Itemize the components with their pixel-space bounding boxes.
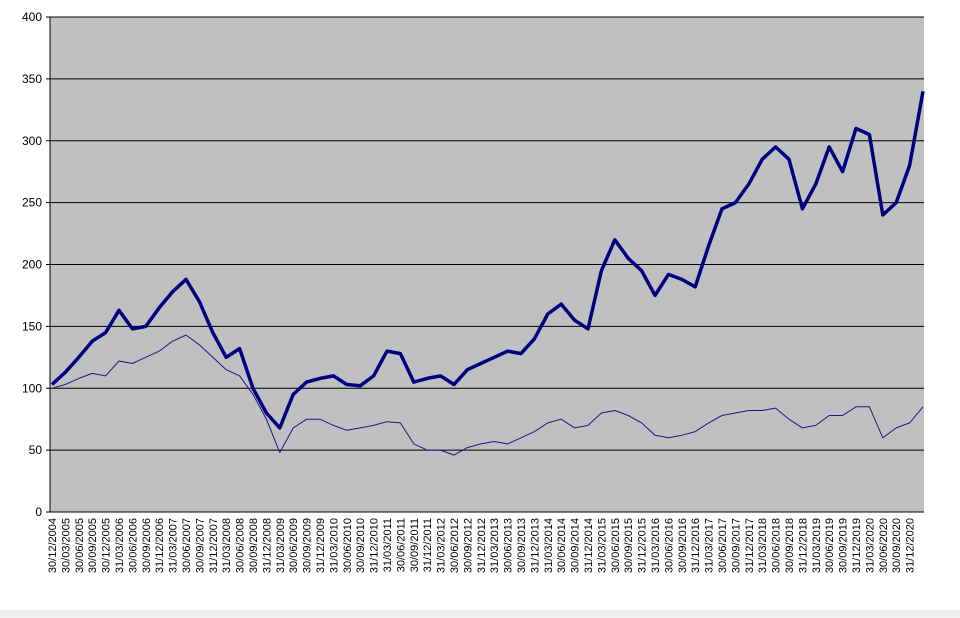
x-tick-label: 31/12/2006 xyxy=(154,518,166,573)
y-tick-label: 400 xyxy=(22,10,42,24)
x-tick-label: 31/03/2010 xyxy=(328,518,340,573)
x-tick-label: 30/06/2006 xyxy=(127,518,139,573)
y-tick-label: 100 xyxy=(22,381,42,395)
x-tick-label: 30/09/2008 xyxy=(248,518,260,573)
y-tick-label: 200 xyxy=(22,258,42,272)
x-tick-label: 30/09/2014 xyxy=(570,518,582,573)
x-tick-label: 30/06/2009 xyxy=(288,518,300,573)
line-series xyxy=(51,334,924,456)
x-tick-label: 31/12/2018 xyxy=(797,518,809,573)
x-tick-label: 30/12/2004 xyxy=(47,518,59,573)
x-tick-label: 30/12/2005 xyxy=(101,518,113,573)
x-tick-label: 30/06/2020 xyxy=(878,518,890,573)
x-tick-label: 31/12/2015 xyxy=(637,518,649,573)
x-tick-label: 31/12/2011 xyxy=(422,518,434,572)
x-tick-label: 31/03/2013 xyxy=(489,518,501,573)
x-tick-label: 30/09/2017 xyxy=(730,518,742,573)
x-tick-label: 30/06/2007 xyxy=(181,518,193,573)
x-tick-label: 30/09/2005 xyxy=(87,518,99,573)
x-tick-label: 30/09/2006 xyxy=(141,518,153,573)
x-tick-label: 30/06/2019 xyxy=(824,518,836,573)
x-tick-label: 30/09/2016 xyxy=(677,518,689,573)
x-tick-label: 30/06/2012 xyxy=(449,518,461,573)
x-tick-label: 30/09/2009 xyxy=(302,518,314,573)
x-tick-label: 30/09/2013 xyxy=(516,518,528,573)
x-tick-label: 30/06/2015 xyxy=(610,518,622,573)
line-series xyxy=(50,90,925,430)
x-tick-label: 31/12/2008 xyxy=(261,518,273,573)
y-tick-label: 350 xyxy=(22,72,42,86)
x-tick-label: 31/12/2014 xyxy=(583,518,595,573)
x-tick-label: 31/12/2019 xyxy=(851,518,863,573)
bottom-strip xyxy=(0,610,960,618)
x-tick-label: 31/12/2020 xyxy=(905,518,917,573)
x-tick-label: 30/09/2018 xyxy=(784,518,796,573)
x-tick-label: 30/09/2012 xyxy=(462,518,474,573)
x-tick-label: 31/03/2019 xyxy=(811,518,823,573)
x-tick-label: 31/03/2006 xyxy=(114,518,126,573)
x-tick-label: 31/12/2010 xyxy=(369,518,381,573)
x-tick-label: 31/12/2013 xyxy=(529,518,541,573)
x-tick-label: 30/03/2005 xyxy=(60,518,72,573)
y-tick-label: 150 xyxy=(22,319,42,333)
x-tick-label: 30/06/2014 xyxy=(556,518,568,573)
x-tick-label: 30/06/2008 xyxy=(235,518,247,573)
y-tick-label: 300 xyxy=(22,134,42,148)
x-tick-label: 30/09/2020 xyxy=(891,518,903,573)
x-tick-label: 30/09/2010 xyxy=(355,518,367,573)
x-tick-label: 30/09/2015 xyxy=(623,518,635,573)
x-tick-label: 31/03/2007 xyxy=(168,518,180,573)
x-tick-label: 30/09/2007 xyxy=(194,518,206,573)
x-tick-label: 31/03/2018 xyxy=(757,518,769,573)
x-tick-label: 30/06/2010 xyxy=(342,518,354,573)
x-tick-label: 31/12/2012 xyxy=(476,518,488,573)
y-tick-label: 50 xyxy=(29,443,43,457)
y-tick-label: 0 xyxy=(35,505,42,519)
x-tick-label: 31/12/2017 xyxy=(744,518,756,573)
x-tick-label: 31/03/2008 xyxy=(221,518,233,573)
x-tick-label: 30/06/2016 xyxy=(663,518,675,573)
x-tick-label: 31/03/2011 xyxy=(382,518,394,572)
x-tick-label: 31/03/2009 xyxy=(275,518,287,573)
x-tick-label: 30/09/2019 xyxy=(838,518,850,573)
x-tick-label: 31/03/2014 xyxy=(543,518,555,573)
x-tick-label: 30/09/2011 xyxy=(409,518,421,572)
x-tick-label: 30/06/2017 xyxy=(717,518,729,573)
x-tick-label: 31/03/2015 xyxy=(596,518,608,573)
x-tick-label: 30/06/2013 xyxy=(503,518,515,573)
x-tick-label: 31/12/2007 xyxy=(208,518,220,573)
x-tick-label: 31/03/2017 xyxy=(704,518,716,573)
x-tick-label: 30/06/2011 xyxy=(395,518,407,572)
x-tick-label: 30/06/2018 xyxy=(771,518,783,573)
x-tick-label: 31/12/2016 xyxy=(690,518,702,573)
y-tick-label: 250 xyxy=(22,196,42,210)
x-tick-label: 31/03/2016 xyxy=(650,518,662,573)
x-tick-label: 31/03/2012 xyxy=(436,518,448,573)
x-tick-label: 30/06/2005 xyxy=(74,518,86,573)
x-tick-label: 31/12/2009 xyxy=(315,518,327,573)
x-tick-label: 31/03/2020 xyxy=(864,518,876,573)
